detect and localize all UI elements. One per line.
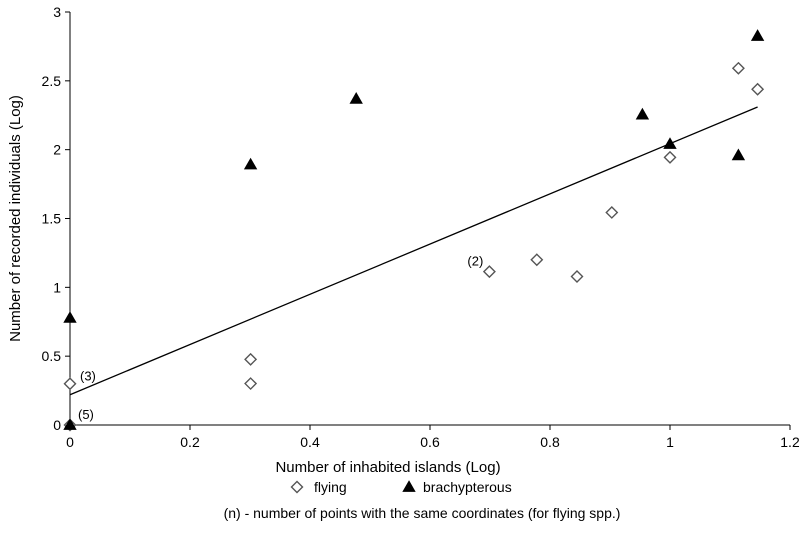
x-axis-title: Number of inhabited islands (Log) <box>275 459 500 476</box>
flying-point <box>244 352 258 366</box>
legend-flying-marker <box>290 480 304 494</box>
legend-brachypterous-marker <box>402 480 416 492</box>
point-count-annotation: (3) <box>80 369 96 384</box>
trend-line <box>69 106 758 396</box>
legend-flying-label: flying <box>314 479 347 495</box>
y-tick-label: 1.5 <box>42 211 62 227</box>
x-tick-label: 0.2 <box>180 434 200 450</box>
y-tick-label: 1 <box>53 279 61 295</box>
annotations: (3) (5) (2) <box>78 254 483 422</box>
brachypterous-point <box>750 29 765 41</box>
flying-point <box>244 377 258 391</box>
legend: flying brachypterous (n) - number of point… <box>224 479 621 521</box>
flying-point <box>751 82 765 96</box>
y-tick-label: 0.5 <box>42 348 62 364</box>
y-axis-title: Number of recorded individuals (Log) <box>7 95 24 342</box>
x-tick-label: 0 <box>66 434 74 450</box>
point-count-annotation: (5) <box>78 407 94 422</box>
brachypterous-point <box>243 157 258 170</box>
y-tick-label: 2 <box>53 142 61 158</box>
flying-point <box>731 61 745 75</box>
y-tick-label: 2.5 <box>42 73 62 89</box>
flying-point <box>63 377 77 391</box>
footnote: (n) - number of points with the same coo… <box>224 505 621 521</box>
x-tick-label: 0.8 <box>540 434 560 450</box>
x-tick-label: 1.2 <box>780 434 799 450</box>
brachypterous-point <box>63 418 77 430</box>
brachypterous-point <box>635 107 650 120</box>
legend-brachypterous-label: brachypterous <box>423 479 512 495</box>
axes: 0 0.2 0.4 0.6 0.8 1 1.2 0 0.5 1 1.5 2 2.5 3 Number of … <box>7 4 799 476</box>
x-tick-label: 0.4 <box>300 434 320 450</box>
brachypterous-point <box>349 92 363 104</box>
y-tick-label: 3 <box>53 4 61 20</box>
brachypterous-point <box>731 148 746 161</box>
brachypterous-point <box>663 137 677 149</box>
flying-point <box>663 150 677 164</box>
y-tick-label: 0 <box>53 417 61 433</box>
flying-point <box>530 253 544 267</box>
data-points <box>63 29 765 432</box>
brachypterous-point <box>63 311 77 323</box>
x-tick-label: 0.6 <box>420 434 440 450</box>
point-count-annotation: (2) <box>467 254 483 269</box>
flying-point <box>482 265 496 279</box>
flying-point <box>570 269 584 283</box>
x-tick-label: 1 <box>666 434 674 450</box>
flying-point <box>605 205 619 219</box>
